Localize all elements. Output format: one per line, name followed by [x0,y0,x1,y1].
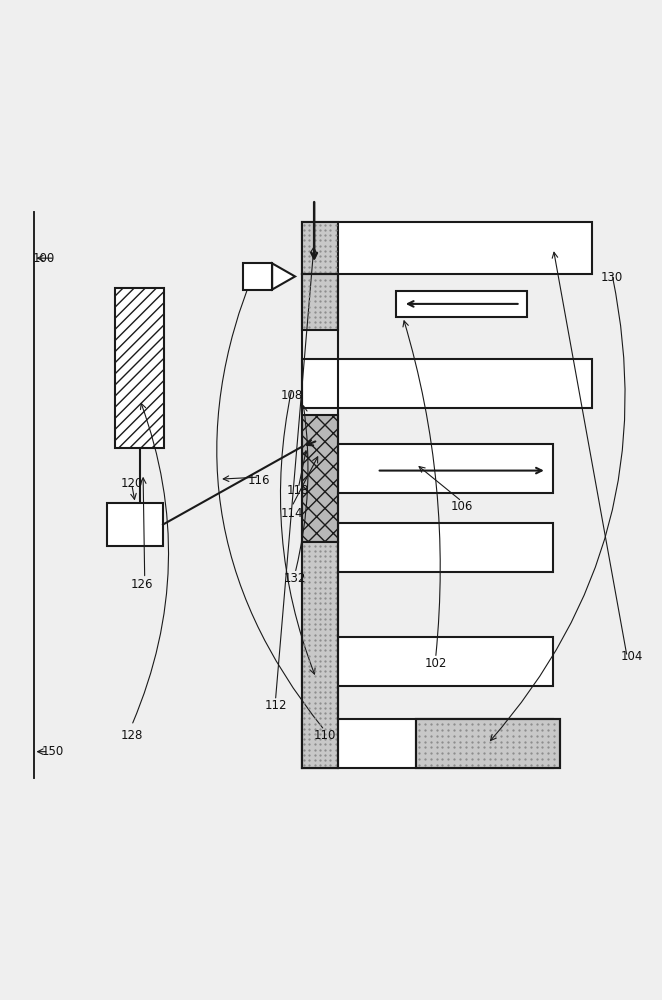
Text: 108: 108 [281,389,303,402]
Bar [302,542,338,768]
Text: 120: 120 [120,477,143,490]
Bar [302,222,592,274]
Text: 126: 126 [130,578,153,591]
Polygon shape [272,263,295,290]
Text: 112: 112 [264,699,287,712]
Bar [302,637,553,686]
Text: 150: 150 [42,745,64,758]
Text: 104: 104 [620,650,643,663]
Text: 130: 130 [601,271,623,284]
Text: 132: 132 [284,572,307,585]
Bar [302,415,338,542]
Text: 118: 118 [287,484,310,497]
Text: 110: 110 [313,729,336,742]
Bar [302,359,592,408]
Bar [397,291,527,317]
Text: 114: 114 [281,507,303,520]
Bar [115,288,164,448]
Bar [338,523,553,572]
Bar [243,263,272,290]
Text: 128: 128 [120,729,143,742]
Text: 106: 106 [451,500,473,513]
Bar [107,503,163,546]
Bar [338,444,553,493]
Text: 102: 102 [424,657,447,670]
Bar [416,719,560,768]
Bar [302,719,553,768]
Bar [302,222,338,274]
Bar [302,274,338,330]
Bar [416,719,560,768]
Text: 116: 116 [248,474,270,487]
Text: 100: 100 [32,252,54,265]
